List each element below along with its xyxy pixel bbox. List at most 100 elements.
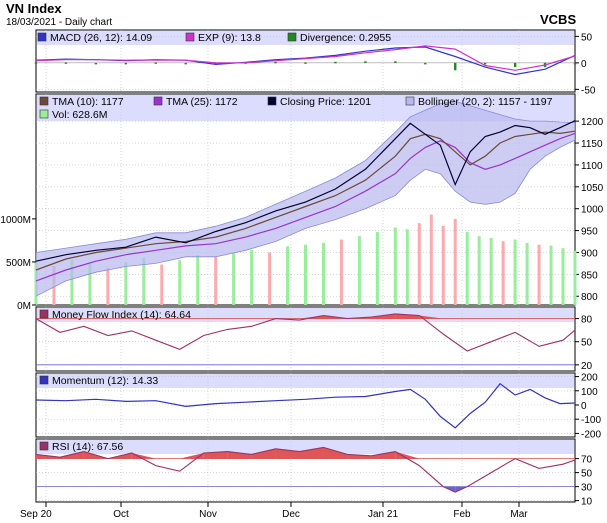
- momentum-ytick-label: 0: [581, 401, 587, 412]
- volume-bar: [160, 264, 164, 305]
- volume-bar: [393, 227, 397, 305]
- volume-bar: [70, 260, 74, 305]
- price-ytick-label: 800: [581, 292, 598, 303]
- price-legend-label: TMA (25): 1172: [166, 96, 238, 108]
- volume-bar: [549, 245, 553, 305]
- divergence-bar: [94, 62, 98, 65]
- panel-macd: 50 0 -50 MACD (26, 12): 14.09 EXP (9): 13.8 D…: [34, 29, 596, 96]
- rsi-overbought-fill: [203, 451, 228, 459]
- macd-legend-swatch: [37, 32, 47, 42]
- divergence-bar: [394, 61, 397, 63]
- macd-legend-label: EXP (9): 13.8: [198, 32, 261, 44]
- x-tick-label: Jan 21: [368, 509, 398, 520]
- x-tick-label: Mar: [510, 509, 528, 520]
- macd-legend-band: [37, 31, 574, 45]
- volume-bar: [525, 242, 529, 305]
- price-legend-swatch: [153, 96, 163, 106]
- volume-bar: [477, 236, 481, 305]
- panel-momentum: 200 100 0 -100 -200 Momentum (12): 14.33: [35, 372, 601, 440]
- rsi-overbought-fill: [371, 451, 396, 459]
- price-legend-swatch: [405, 96, 415, 106]
- momentum-ytick-label: -100: [581, 415, 601, 426]
- rsi-line: [35, 446, 576, 493]
- price-ytick-label: 1050: [581, 183, 604, 194]
- chart-subtitle: 18/03/2021 - Daily chart: [6, 17, 112, 28]
- x-tick-label: Oct: [113, 509, 129, 520]
- price-legend-label: Closing Price: 1201: [280, 96, 371, 108]
- mfi-line: [35, 313, 576, 352]
- volume-tick-label: 500M: [6, 258, 31, 269]
- x-tick-label: Nov: [199, 509, 217, 520]
- mfi-ytick-label: 80: [581, 315, 593, 326]
- chart-title: VN Index: [6, 1, 62, 16]
- macd-ytick-label: -50: [581, 85, 596, 96]
- divergence-bar: [334, 61, 337, 64]
- volume-bar: [106, 267, 110, 305]
- divergence-bar: [454, 62, 457, 71]
- volume-tick-label: 1000M: [0, 215, 31, 226]
- rsi-overbought-fill: [227, 451, 252, 459]
- price-ytick-label: 1200: [581, 117, 604, 128]
- divergence-bar: [214, 62, 217, 65]
- volume-bar: [489, 237, 493, 305]
- closing-price-line: [35, 120, 576, 262]
- momentum-line: [35, 382, 576, 429]
- macd-legend-swatch: [185, 32, 195, 42]
- volume-bar: [88, 263, 92, 305]
- divergence-bar: [304, 62, 307, 64]
- volume-bar: [537, 244, 541, 305]
- momentum-ytick-label: 100: [581, 387, 598, 398]
- price-ytick-label: 950: [581, 227, 598, 238]
- volume-bar: [196, 255, 200, 305]
- divergence-bar: [483, 62, 487, 65]
- price-legend-swatch: [267, 96, 277, 106]
- rsi-legend-label: RSI (14): 67.56: [52, 441, 123, 453]
- divergence-bar: [184, 62, 187, 65]
- volume-bar: [304, 244, 307, 305]
- divergence-bar: [424, 62, 427, 65]
- mfi-ytick-label: 20: [581, 361, 593, 372]
- price-ytick-label: 900: [581, 248, 598, 259]
- volume-bar: [405, 229, 409, 305]
- momentum-ytick-label: 200: [581, 373, 598, 384]
- panel-rsi: 70 50 30 10 RSI (14): 67.56: [35, 438, 593, 508]
- momentum-legend-label: Momentum (12): 14.33: [52, 375, 158, 387]
- volume-bar: [441, 225, 445, 305]
- momentum-legend-band: [37, 374, 574, 388]
- volume-bar: [268, 252, 272, 305]
- exp-line: [35, 45, 576, 71]
- rsi-legend-swatch: [39, 441, 49, 451]
- divergence-bar: [573, 62, 577, 65]
- mfi-overbought-fill: [419, 315, 444, 319]
- brand-label: VCBS: [540, 12, 576, 27]
- volume-bar: [232, 253, 236, 305]
- divergence-bar: [154, 62, 157, 64]
- divergence-bar: [513, 62, 517, 68]
- volume-bar: [178, 260, 182, 305]
- divergence-bar: [64, 62, 68, 64]
- chart-panels: 50 0 -50 MACD (26, 12): 14.09 EXP (9): 13.8 D…: [0, 29, 604, 508]
- tma25-line: [35, 132, 576, 282]
- price-legend-label: Bollinger (20, 2): 1157 - 1197: [418, 96, 553, 108]
- volume-bar: [417, 223, 421, 305]
- volume-bar: [321, 242, 325, 305]
- rsi-ytick-label: 50: [581, 469, 593, 480]
- volume-bar: [513, 239, 517, 305]
- bollinger-upper-line: [35, 100, 576, 253]
- price-ytick-label: 1150: [581, 139, 603, 150]
- rsi-ytick-label: 30: [581, 483, 593, 494]
- price-ytick-label: 1100: [581, 161, 603, 172]
- macd-ytick-label: 0: [581, 59, 587, 70]
- x-tick-label: Feb: [453, 509, 471, 520]
- volume-bar: [339, 239, 343, 305]
- macd-ytick-label: 50: [581, 32, 593, 43]
- volume-bar: [453, 218, 457, 305]
- volume-bar: [501, 241, 505, 305]
- rsi-legend-band: [37, 440, 574, 454]
- price-legend-swatch: [39, 109, 49, 119]
- price-legend-label: TMA (10): 1177: [52, 96, 124, 108]
- divergence-bar: [364, 61, 367, 63]
- rsi-overbought-fill: [131, 453, 156, 459]
- price-legend-label: Vol: 628.6M: [52, 109, 107, 121]
